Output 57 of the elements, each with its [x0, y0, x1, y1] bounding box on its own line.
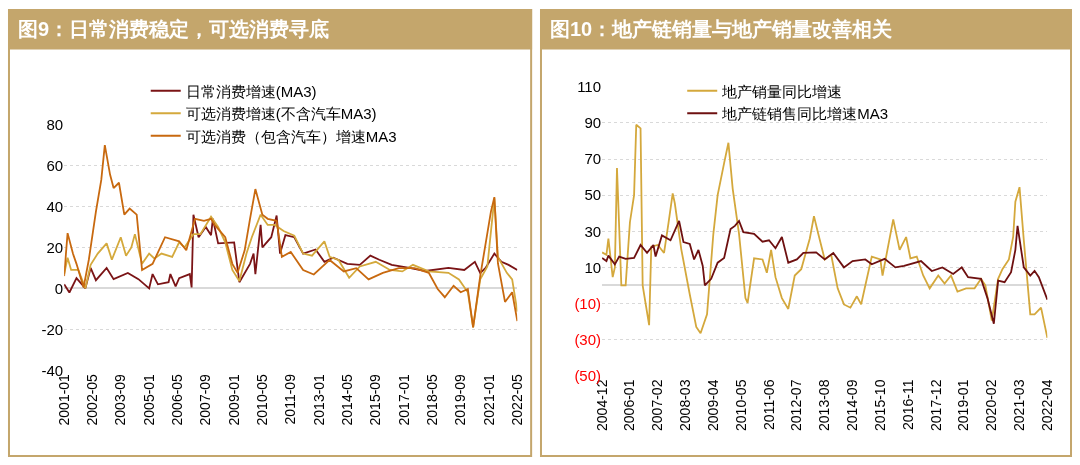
y-tick-label: (10)	[574, 294, 602, 312]
x-tick-label: 2009-04	[704, 379, 721, 431]
legend-label: 可选消费增速(不含汽车MA3)	[185, 105, 377, 123]
x-tick-label: 2010-05	[732, 379, 749, 431]
x-tick-label: 2013-01	[310, 373, 327, 426]
x-tick-label: 2022-05	[508, 373, 525, 426]
y-tick-label: 110	[577, 78, 602, 95]
x-tick-label: 2002-05	[83, 373, 100, 426]
chart-title: 图9：日常消费稳定，可选消费寻底	[18, 18, 330, 40]
x-tick-label: 2021-01	[480, 373, 497, 426]
line-series	[64, 144, 518, 329]
x-tick-label: 2007-02	[649, 379, 666, 431]
y-tick-label: 90	[584, 114, 602, 132]
x-tick-label: 2017-12	[927, 379, 944, 431]
chart-title: 图10：地产链销量与地产销量改善相关	[550, 18, 893, 40]
x-tick-label: 2014-09	[844, 379, 861, 431]
x-tick-label: 2007-09	[197, 373, 214, 426]
y-tick-label: 0	[54, 279, 64, 297]
y-tick-label: 60	[46, 156, 64, 174]
x-tick-label: 2020-02	[983, 379, 1000, 431]
x-tick-label: 2011-06	[760, 379, 777, 430]
y-tick-label: 30	[584, 222, 602, 240]
x-tick-label: 2012-07	[788, 379, 805, 431]
legend-label: 可选消费（包含汽车）增速MA3	[185, 127, 397, 145]
y-tick-label: (30)	[574, 330, 602, 348]
x-tick-label: 2021-03	[1011, 379, 1028, 431]
y-tick-label: -20	[41, 320, 64, 338]
x-tick-label: 2006-01	[621, 379, 638, 431]
y-tick-label: 20	[46, 238, 64, 256]
legend-label: 日常消费增速(MA3)	[185, 82, 317, 100]
x-tick-label: 2014-05	[338, 373, 355, 426]
x-tick-label: 2017-01	[395, 373, 412, 426]
line-series	[602, 220, 1048, 325]
x-tick-label: 2013-08	[816, 379, 833, 431]
x-tick-label: 2015-10	[871, 379, 888, 431]
x-tick-label: 2015-09	[367, 373, 384, 426]
legend-label: 地产链销售同比增速MA3	[721, 105, 889, 123]
x-tick-label: 2005-01	[140, 373, 157, 426]
x-tick-label: 2003-09	[112, 373, 129, 426]
x-tick-label: 2018-05	[423, 373, 440, 426]
y-tick-label: 80	[46, 115, 64, 133]
y-tick-label: 70	[584, 150, 602, 168]
x-tick-label: 2019-01	[955, 379, 972, 431]
line-series	[602, 123, 1048, 339]
legend-label: 地产销量同比增速	[721, 82, 843, 100]
x-tick-label: 2022-04	[1038, 379, 1055, 431]
x-tick-label: 2006-05	[168, 373, 185, 426]
x-tick-label: 2019-09	[452, 373, 469, 426]
line-series	[64, 213, 518, 294]
x-tick-label: 2008-03	[677, 379, 694, 431]
y-tick-label: 40	[46, 197, 64, 215]
y-tick-label: 50	[584, 186, 602, 204]
x-tick-label: 2016-11	[899, 379, 916, 430]
x-tick-label: 2009-01	[225, 373, 242, 426]
x-tick-label: 2011-09	[282, 373, 299, 425]
y-tick-label: 10	[584, 258, 602, 276]
x-tick-label: 2010-05	[253, 373, 270, 426]
